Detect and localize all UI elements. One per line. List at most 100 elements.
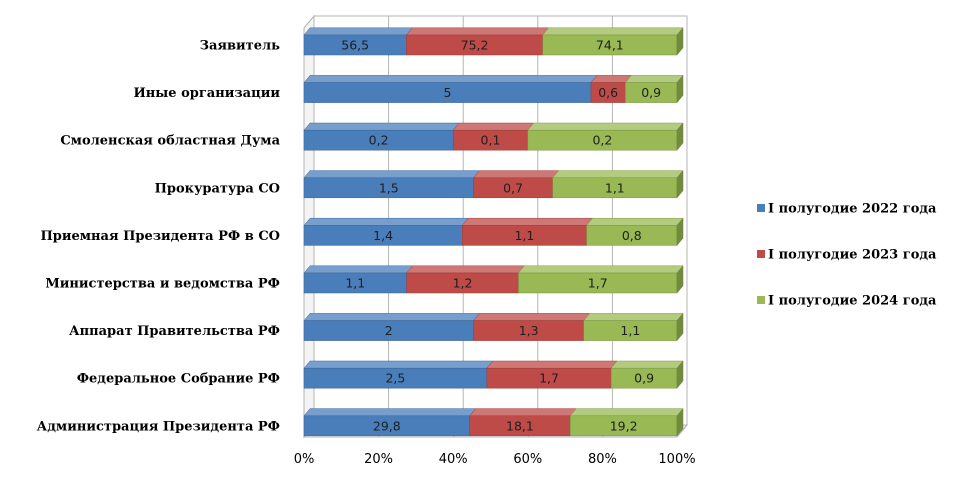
data-label: 0,2 bbox=[369, 133, 389, 148]
bar-segment: 1,4 bbox=[303, 217, 469, 246]
x-tick-label: 0% bbox=[294, 452, 315, 467]
x-axis-ticks: 0% 20% 40% 60% 80% 100% bbox=[294, 452, 696, 467]
data-label: 1,1 bbox=[605, 180, 625, 195]
bar-top-face bbox=[303, 217, 469, 226]
bar-top-face bbox=[405, 27, 550, 36]
bar-row: 0,2 0,1 0,2 bbox=[303, 122, 684, 151]
legend-label: I полугодие 2022 года bbox=[768, 202, 937, 217]
bar-top-face bbox=[469, 408, 577, 417]
category-label: Министерства и ведомства РФ bbox=[45, 277, 280, 292]
bar-end-face bbox=[676, 217, 684, 247]
data-label: 1,1 bbox=[514, 228, 534, 243]
bar-top-face bbox=[406, 265, 526, 274]
bar-end-face bbox=[676, 360, 684, 389]
bar-segment: 0,2 bbox=[527, 122, 684, 151]
data-label: 0,7 bbox=[503, 180, 523, 195]
bar-top-face bbox=[586, 217, 684, 226]
bar-segment: 19,2 bbox=[569, 407, 684, 437]
bar-top-face bbox=[303, 408, 477, 417]
bar-end-face bbox=[676, 312, 684, 342]
legend-swatch bbox=[757, 296, 765, 304]
bar-top-face bbox=[624, 75, 684, 83]
gridline-floor bbox=[676, 424, 688, 438]
bar-top-face bbox=[517, 265, 684, 274]
legend-item: I полугодие 2023 года bbox=[757, 248, 937, 263]
bar-segment: 0,1 bbox=[452, 122, 535, 151]
bar-top-face bbox=[303, 360, 494, 369]
bar-top-face bbox=[610, 360, 684, 369]
bar-segment: 0,7 bbox=[473, 170, 560, 199]
data-label: 2 bbox=[385, 323, 393, 338]
bar-top-face bbox=[486, 360, 618, 369]
data-label: 0,1 bbox=[481, 133, 501, 148]
bar-top-face bbox=[303, 265, 414, 274]
bar-row: 56,5 75,2 74,1 bbox=[303, 27, 684, 56]
data-label: 1,1 bbox=[620, 323, 640, 338]
bar-segment: 0,9 bbox=[624, 74, 684, 104]
legend-item: I полугодие 2022 года bbox=[757, 202, 937, 217]
x-tick-label: 60% bbox=[513, 452, 542, 467]
bar-top-face bbox=[552, 170, 684, 179]
bar-top-face bbox=[303, 27, 413, 36]
x-tick-label: 20% bbox=[364, 452, 393, 467]
legend-label: I полугодие 2024 года bbox=[768, 294, 937, 309]
bar-top-face bbox=[303, 313, 481, 321]
bar-top-face bbox=[303, 122, 460, 131]
x-tick-label: 40% bbox=[439, 452, 468, 467]
bar-segment: 0,6 bbox=[590, 75, 632, 103]
bar-segment: 74,1 bbox=[542, 27, 684, 56]
data-label: 0,2 bbox=[592, 133, 612, 148]
bar-segment: 18,1 bbox=[469, 408, 577, 437]
bar-segment: 1,2 bbox=[406, 265, 526, 294]
category-label: Иные организации bbox=[133, 86, 280, 101]
bar-top-face bbox=[590, 75, 632, 83]
bar-segment: 0,2 bbox=[303, 122, 460, 151]
bar-top-face bbox=[461, 217, 594, 226]
legend-item: I полугодие 2024 года bbox=[757, 294, 937, 309]
bar-segment: 2 bbox=[303, 313, 481, 341]
bar-top-face bbox=[452, 122, 535, 131]
bar-segment: 1,1 bbox=[461, 217, 594, 246]
bar-segment: 0,8 bbox=[586, 217, 684, 247]
bar-segment: 0,9 bbox=[610, 360, 684, 389]
bar-row: 1,4 1,1 0,8 bbox=[303, 217, 684, 247]
bar-end-face bbox=[676, 407, 684, 437]
data-label: 5 bbox=[443, 85, 451, 100]
bar-row: 1,5 0,7 1,1 bbox=[303, 169, 684, 199]
bar-top-face bbox=[542, 27, 684, 36]
category-label: Администрация Президента РФ bbox=[37, 419, 280, 434]
bar-end-face bbox=[676, 74, 684, 104]
bar-segment: 1,7 bbox=[486, 360, 618, 389]
legend-swatch bbox=[757, 204, 765, 212]
data-label: 1,3 bbox=[519, 323, 539, 338]
data-label: 75,2 bbox=[461, 38, 489, 53]
bar-end-face bbox=[676, 27, 684, 56]
category-label: Прокуратура СО bbox=[155, 181, 280, 196]
bar-segment: 75,2 bbox=[405, 27, 550, 56]
category-label: Смоленская областная Дума bbox=[60, 134, 280, 149]
x-tick-label: 80% bbox=[588, 452, 617, 467]
bar-row: 2 1,3 1,1 bbox=[303, 312, 684, 342]
bar-end-face bbox=[676, 265, 684, 294]
bar-top-face bbox=[527, 122, 684, 131]
bar-segment: 1,7 bbox=[517, 265, 684, 294]
data-label: 18,1 bbox=[506, 418, 534, 433]
data-label: 1,7 bbox=[588, 276, 608, 291]
legend-swatch bbox=[757, 250, 765, 258]
data-label: 1,1 bbox=[345, 276, 365, 291]
bar-segment: 1,5 bbox=[303, 170, 481, 199]
bar-top-face bbox=[569, 408, 684, 417]
bar-row: 29,8 18,1 19,2 bbox=[303, 407, 684, 437]
data-label: 0,9 bbox=[634, 371, 654, 386]
bar-segment: 1,3 bbox=[473, 313, 591, 341]
legend: I полугодие 2022 года I полугодие 2023 го… bbox=[757, 202, 937, 309]
bar-segment: 5 bbox=[303, 75, 598, 103]
data-label: 0,9 bbox=[641, 85, 661, 100]
bar-top-face bbox=[303, 170, 481, 179]
bar-segment: 29,8 bbox=[303, 408, 477, 437]
data-label: 1,5 bbox=[379, 180, 399, 195]
data-label: 1,7 bbox=[539, 371, 559, 386]
bars: 56,5 75,2 74,15 0,6 0,90,2 0,1 0,21,5 0,7 1,11,4… bbox=[303, 27, 684, 437]
category-label: Заявитель bbox=[200, 39, 281, 54]
category-label: Федеральное Собрание РФ bbox=[77, 372, 280, 387]
